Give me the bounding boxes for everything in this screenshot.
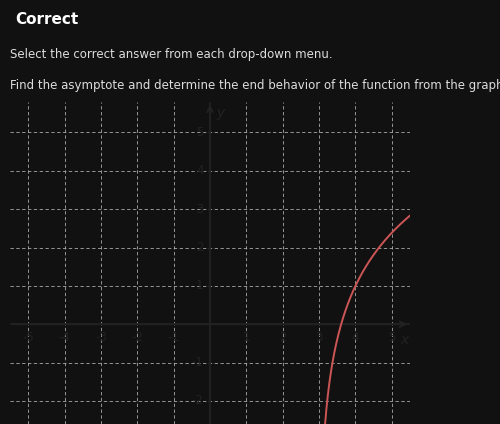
Text: 5: 5 xyxy=(388,331,396,344)
Text: -2: -2 xyxy=(192,394,203,407)
Text: 3: 3 xyxy=(316,331,323,344)
Text: 1: 1 xyxy=(196,279,203,293)
Text: 2: 2 xyxy=(279,331,286,344)
Text: -5: -5 xyxy=(22,331,34,344)
Text: Find the asymptote and determine the end behavior of the function from the graph: Find the asymptote and determine the end… xyxy=(10,79,500,92)
Text: 4: 4 xyxy=(196,165,203,177)
Text: 2: 2 xyxy=(196,241,203,254)
Text: y: y xyxy=(216,106,225,120)
Text: 3: 3 xyxy=(196,203,203,216)
Text: 4: 4 xyxy=(352,331,359,344)
Text: 1: 1 xyxy=(242,331,250,344)
Text: -4: -4 xyxy=(58,331,70,344)
Text: -2: -2 xyxy=(132,331,143,344)
Text: -1: -1 xyxy=(168,331,179,344)
Text: -3: -3 xyxy=(95,331,107,344)
Text: Select the correct answer from each drop-down menu.: Select the correct answer from each drop… xyxy=(10,47,332,61)
Text: 5: 5 xyxy=(196,126,203,139)
Text: -1: -1 xyxy=(192,356,203,369)
Text: Correct: Correct xyxy=(15,12,78,27)
Text: x: x xyxy=(400,333,408,347)
